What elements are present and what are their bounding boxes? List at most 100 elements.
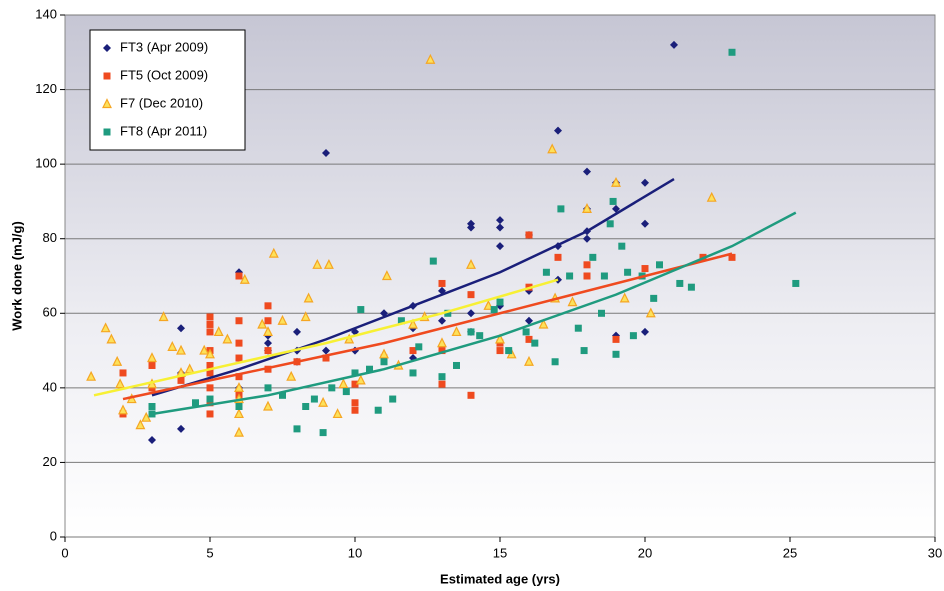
point: [676, 279, 684, 287]
y-tick-label: 120: [35, 81, 57, 96]
point: [235, 354, 243, 362]
y-axis-title: Work done (mJ/g): [9, 221, 24, 331]
y-tick-label: 0: [50, 528, 57, 543]
point: [332, 408, 343, 419]
point: [496, 242, 504, 251]
point: [650, 294, 658, 302]
point: [177, 424, 185, 433]
point: [476, 332, 484, 340]
legend-marker: [103, 128, 111, 136]
point: [525, 316, 533, 325]
point: [119, 369, 127, 377]
point: [612, 204, 620, 213]
legend-label: FT8 (Apr 2011): [120, 123, 207, 138]
point: [379, 348, 389, 359]
point: [582, 203, 592, 213]
point: [444, 309, 452, 317]
point: [600, 272, 608, 280]
point: [351, 380, 359, 388]
point: [611, 176, 621, 187]
point: [641, 219, 649, 228]
point: [206, 369, 214, 377]
point: [213, 326, 224, 337]
point: [589, 253, 597, 261]
point: [554, 126, 562, 135]
point: [531, 339, 539, 347]
x-tick-label: 0: [61, 545, 68, 560]
point: [342, 388, 350, 396]
point: [322, 148, 330, 157]
point: [328, 384, 336, 392]
point: [338, 378, 349, 389]
point: [318, 396, 329, 407]
point: [706, 191, 717, 202]
point: [264, 302, 272, 310]
y-tick-label: 140: [35, 6, 57, 21]
point: [580, 347, 588, 355]
point: [374, 406, 382, 414]
point: [598, 309, 605, 317]
point: [222, 333, 233, 344]
point: [235, 339, 243, 347]
y-tick-label: 100: [35, 156, 57, 171]
point: [135, 419, 146, 430]
x-tick-label: 30: [928, 545, 942, 560]
point: [263, 326, 273, 337]
point: [381, 270, 392, 281]
point: [286, 370, 297, 381]
point: [357, 306, 365, 314]
point: [728, 253, 736, 261]
point: [206, 313, 214, 321]
point: [641, 327, 649, 336]
point: [322, 354, 330, 362]
point: [263, 400, 273, 411]
point: [467, 291, 475, 299]
point: [389, 395, 397, 403]
x-tick-label: 15: [493, 545, 507, 560]
point: [656, 261, 663, 269]
point: [609, 197, 617, 205]
point: [206, 320, 214, 328]
point: [618, 242, 626, 250]
point: [239, 273, 250, 284]
trend-line: [122, 252, 733, 401]
point: [629, 332, 637, 340]
point: [524, 355, 534, 366]
y-tick-label: 40: [43, 379, 57, 394]
point: [177, 324, 185, 333]
point: [438, 373, 446, 381]
point: [167, 341, 178, 351]
y-tick-label: 80: [43, 230, 57, 245]
point: [505, 347, 513, 355]
point: [234, 382, 244, 392]
point: [496, 216, 504, 225]
point: [557, 205, 565, 213]
point: [409, 369, 417, 377]
trend-line: [151, 177, 675, 397]
point: [542, 268, 550, 276]
y-tick-label: 60: [43, 305, 57, 320]
point: [293, 327, 301, 336]
point: [264, 339, 272, 348]
point: [645, 307, 656, 318]
point: [206, 328, 214, 336]
point: [206, 395, 214, 403]
legend-label: F7 (Dec 2010): [120, 95, 203, 110]
point: [264, 384, 272, 392]
x-tick-label: 10: [348, 545, 362, 560]
point: [547, 143, 558, 154]
point: [264, 317, 272, 325]
point: [206, 399, 214, 407]
point: [206, 361, 214, 369]
point: [302, 403, 310, 410]
point: [141, 411, 152, 422]
point: [100, 322, 111, 333]
point: [612, 350, 620, 358]
point: [438, 316, 446, 325]
x-tick-label: 25: [783, 545, 797, 560]
point: [351, 406, 359, 414]
point: [118, 404, 128, 415]
point: [148, 361, 156, 369]
point: [312, 258, 323, 269]
point: [355, 374, 366, 385]
